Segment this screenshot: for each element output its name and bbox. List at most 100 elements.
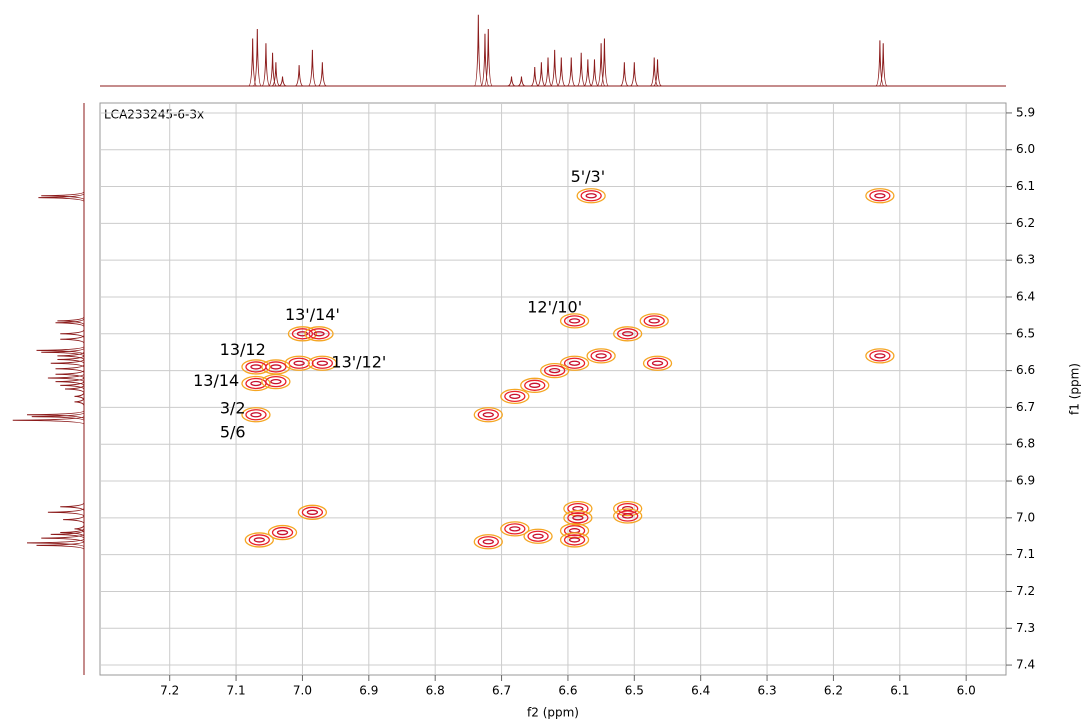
y-tick-label: 6.1 bbox=[1016, 179, 1035, 193]
y-tick-label: 6.2 bbox=[1016, 216, 1035, 230]
cross-peak bbox=[639, 313, 669, 329]
contour-level bbox=[296, 331, 309, 337]
contour-level bbox=[288, 357, 310, 369]
top-projection-peak bbox=[557, 57, 566, 87]
contour-level bbox=[241, 407, 271, 423]
cross-peak bbox=[586, 348, 616, 364]
contour-level bbox=[270, 378, 282, 385]
contour-level bbox=[567, 502, 589, 515]
cross-peak bbox=[297, 504, 328, 520]
top-projection-peak bbox=[517, 76, 526, 87]
contour-level bbox=[540, 362, 570, 379]
contour-level bbox=[563, 357, 586, 369]
contour-level bbox=[874, 353, 886, 359]
contour-level bbox=[568, 537, 581, 543]
contour-level bbox=[563, 315, 586, 327]
contour-level bbox=[646, 357, 669, 369]
contour-level bbox=[284, 355, 314, 371]
contour-level bbox=[586, 348, 616, 364]
contour-level bbox=[563, 534, 586, 546]
cross-peak bbox=[307, 355, 338, 371]
contour-level bbox=[267, 524, 298, 541]
cross-peak bbox=[244, 532, 274, 548]
contour-level bbox=[529, 382, 541, 388]
contour-level bbox=[250, 412, 262, 418]
contour-level bbox=[651, 360, 664, 366]
contour-level bbox=[595, 353, 607, 359]
y-tick-label: 6.3 bbox=[1016, 253, 1035, 267]
left-projection-peak bbox=[55, 318, 85, 327]
left-projection-peak bbox=[38, 193, 85, 203]
contour-level bbox=[520, 377, 550, 393]
x-tick-label: 6.5 bbox=[625, 684, 644, 698]
left-projection-peak bbox=[26, 538, 85, 548]
peak-annotation: 12'/10' bbox=[527, 298, 582, 317]
contour-level bbox=[304, 326, 334, 342]
left-projection-peak bbox=[41, 533, 85, 543]
peak-annotation: 5'/3' bbox=[571, 167, 606, 186]
top-projection-peak bbox=[878, 43, 888, 87]
contour-level bbox=[572, 505, 584, 512]
contour-level bbox=[869, 350, 891, 362]
top-projection-peak bbox=[583, 59, 593, 87]
contour-level bbox=[559, 355, 590, 371]
left-projection-peak bbox=[57, 355, 85, 364]
cross-peak bbox=[576, 188, 606, 204]
contour-level bbox=[244, 532, 274, 548]
y-tick-label: 6.5 bbox=[1016, 326, 1035, 340]
left-projection-peak bbox=[64, 384, 85, 394]
top-projection-peak bbox=[480, 33, 490, 87]
contour-level bbox=[270, 364, 282, 370]
top-projection-peak bbox=[630, 62, 639, 87]
top-projection-peak bbox=[278, 76, 287, 87]
contour-level bbox=[643, 315, 665, 327]
top-projection-peak bbox=[537, 62, 546, 87]
left-projection-peak bbox=[74, 392, 85, 401]
top-projection-peak bbox=[268, 52, 277, 87]
cross-peak bbox=[473, 534, 503, 550]
contour-level bbox=[245, 361, 267, 373]
cross-peak bbox=[520, 377, 550, 393]
contour-level bbox=[869, 190, 891, 202]
contour-level bbox=[500, 521, 530, 537]
x-tick-label: 6.8 bbox=[426, 684, 445, 698]
contour-level bbox=[271, 526, 294, 539]
top-projection-peak bbox=[550, 49, 559, 87]
contour-level bbox=[524, 379, 546, 391]
peak-annotation: 13'/12' bbox=[331, 353, 386, 372]
left-projection-peak bbox=[74, 524, 85, 533]
contour-level bbox=[544, 364, 566, 377]
left-projection-peak bbox=[41, 191, 85, 201]
contour-level bbox=[568, 360, 581, 366]
contour-level bbox=[639, 313, 669, 329]
contour-level bbox=[261, 373, 291, 390]
top-projection-peak bbox=[261, 43, 271, 87]
y-tick-label: 6.9 bbox=[1016, 474, 1035, 488]
top-projection-peak bbox=[590, 59, 599, 87]
contour-level bbox=[311, 357, 334, 369]
contour-level bbox=[613, 508, 643, 524]
top-projection-peak bbox=[530, 66, 539, 87]
y-tick-label: 7.0 bbox=[1016, 510, 1035, 524]
contour-level bbox=[523, 528, 553, 544]
cross-peak bbox=[865, 348, 895, 364]
y-axis-label: f1 (ppm) bbox=[1068, 363, 1082, 415]
top-projection-peak bbox=[252, 28, 262, 87]
x-tick-label: 6.6 bbox=[558, 684, 577, 698]
contour-level bbox=[622, 331, 634, 337]
y-tick-label: 7.1 bbox=[1016, 547, 1035, 561]
cross-peak bbox=[613, 326, 643, 342]
contour-level bbox=[477, 536, 499, 548]
top-projection-peak bbox=[271, 62, 281, 87]
contour-level bbox=[287, 326, 318, 342]
left-projection-peak bbox=[31, 412, 85, 422]
top-projection-peak bbox=[599, 38, 609, 87]
contour-level bbox=[473, 407, 503, 423]
contour-level bbox=[250, 380, 262, 387]
x-tick-label: 6.2 bbox=[824, 684, 843, 698]
contour-level bbox=[261, 359, 291, 375]
cross-peak bbox=[559, 313, 590, 329]
y-tick-label: 5.9 bbox=[1016, 105, 1035, 119]
contour-level bbox=[509, 526, 521, 532]
left-projection-peak bbox=[74, 397, 85, 406]
